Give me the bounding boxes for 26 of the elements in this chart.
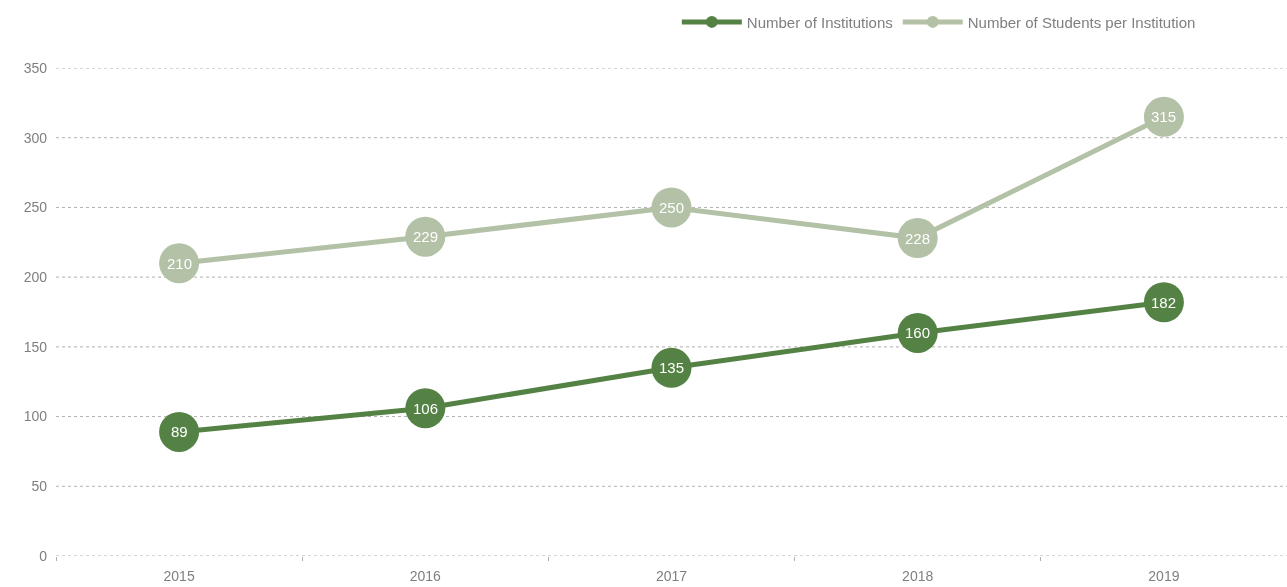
y-tick-label: 350: [23, 59, 48, 76]
x-tick-label: 2018: [902, 568, 934, 584]
data-label: 106: [413, 400, 439, 417]
y-tick-label: 50: [31, 478, 48, 495]
x-tick-label: 2016: [409, 568, 442, 584]
data-label: 210: [167, 255, 193, 272]
data-label: 89: [171, 423, 188, 440]
data-label: 228: [905, 230, 931, 247]
x-tick-label: 2017: [655, 568, 688, 584]
y-tick-label: 150: [23, 338, 48, 355]
y-tick-label: 300: [23, 129, 48, 146]
legend-label: Number of Students per Institution: [967, 13, 1196, 31]
y-tick-label: 0: [39, 547, 48, 564]
point: [159, 411, 200, 452]
y-tick-label: 100: [23, 408, 48, 425]
data-label: 250: [659, 199, 685, 216]
y-tick-label: 250: [23, 199, 48, 216]
x-tick-label: 2019: [1148, 568, 1180, 584]
data-label: 229: [413, 228, 439, 245]
x-tick-label: 2015: [163, 568, 195, 584]
y-tick-label: 200: [23, 269, 48, 286]
data-label: 315: [1151, 108, 1177, 125]
data-label: 182: [1151, 294, 1177, 311]
data-label: 135: [659, 359, 685, 376]
data-label: 160: [905, 324, 931, 341]
legend-label: Number of Institutions: [746, 13, 893, 31]
